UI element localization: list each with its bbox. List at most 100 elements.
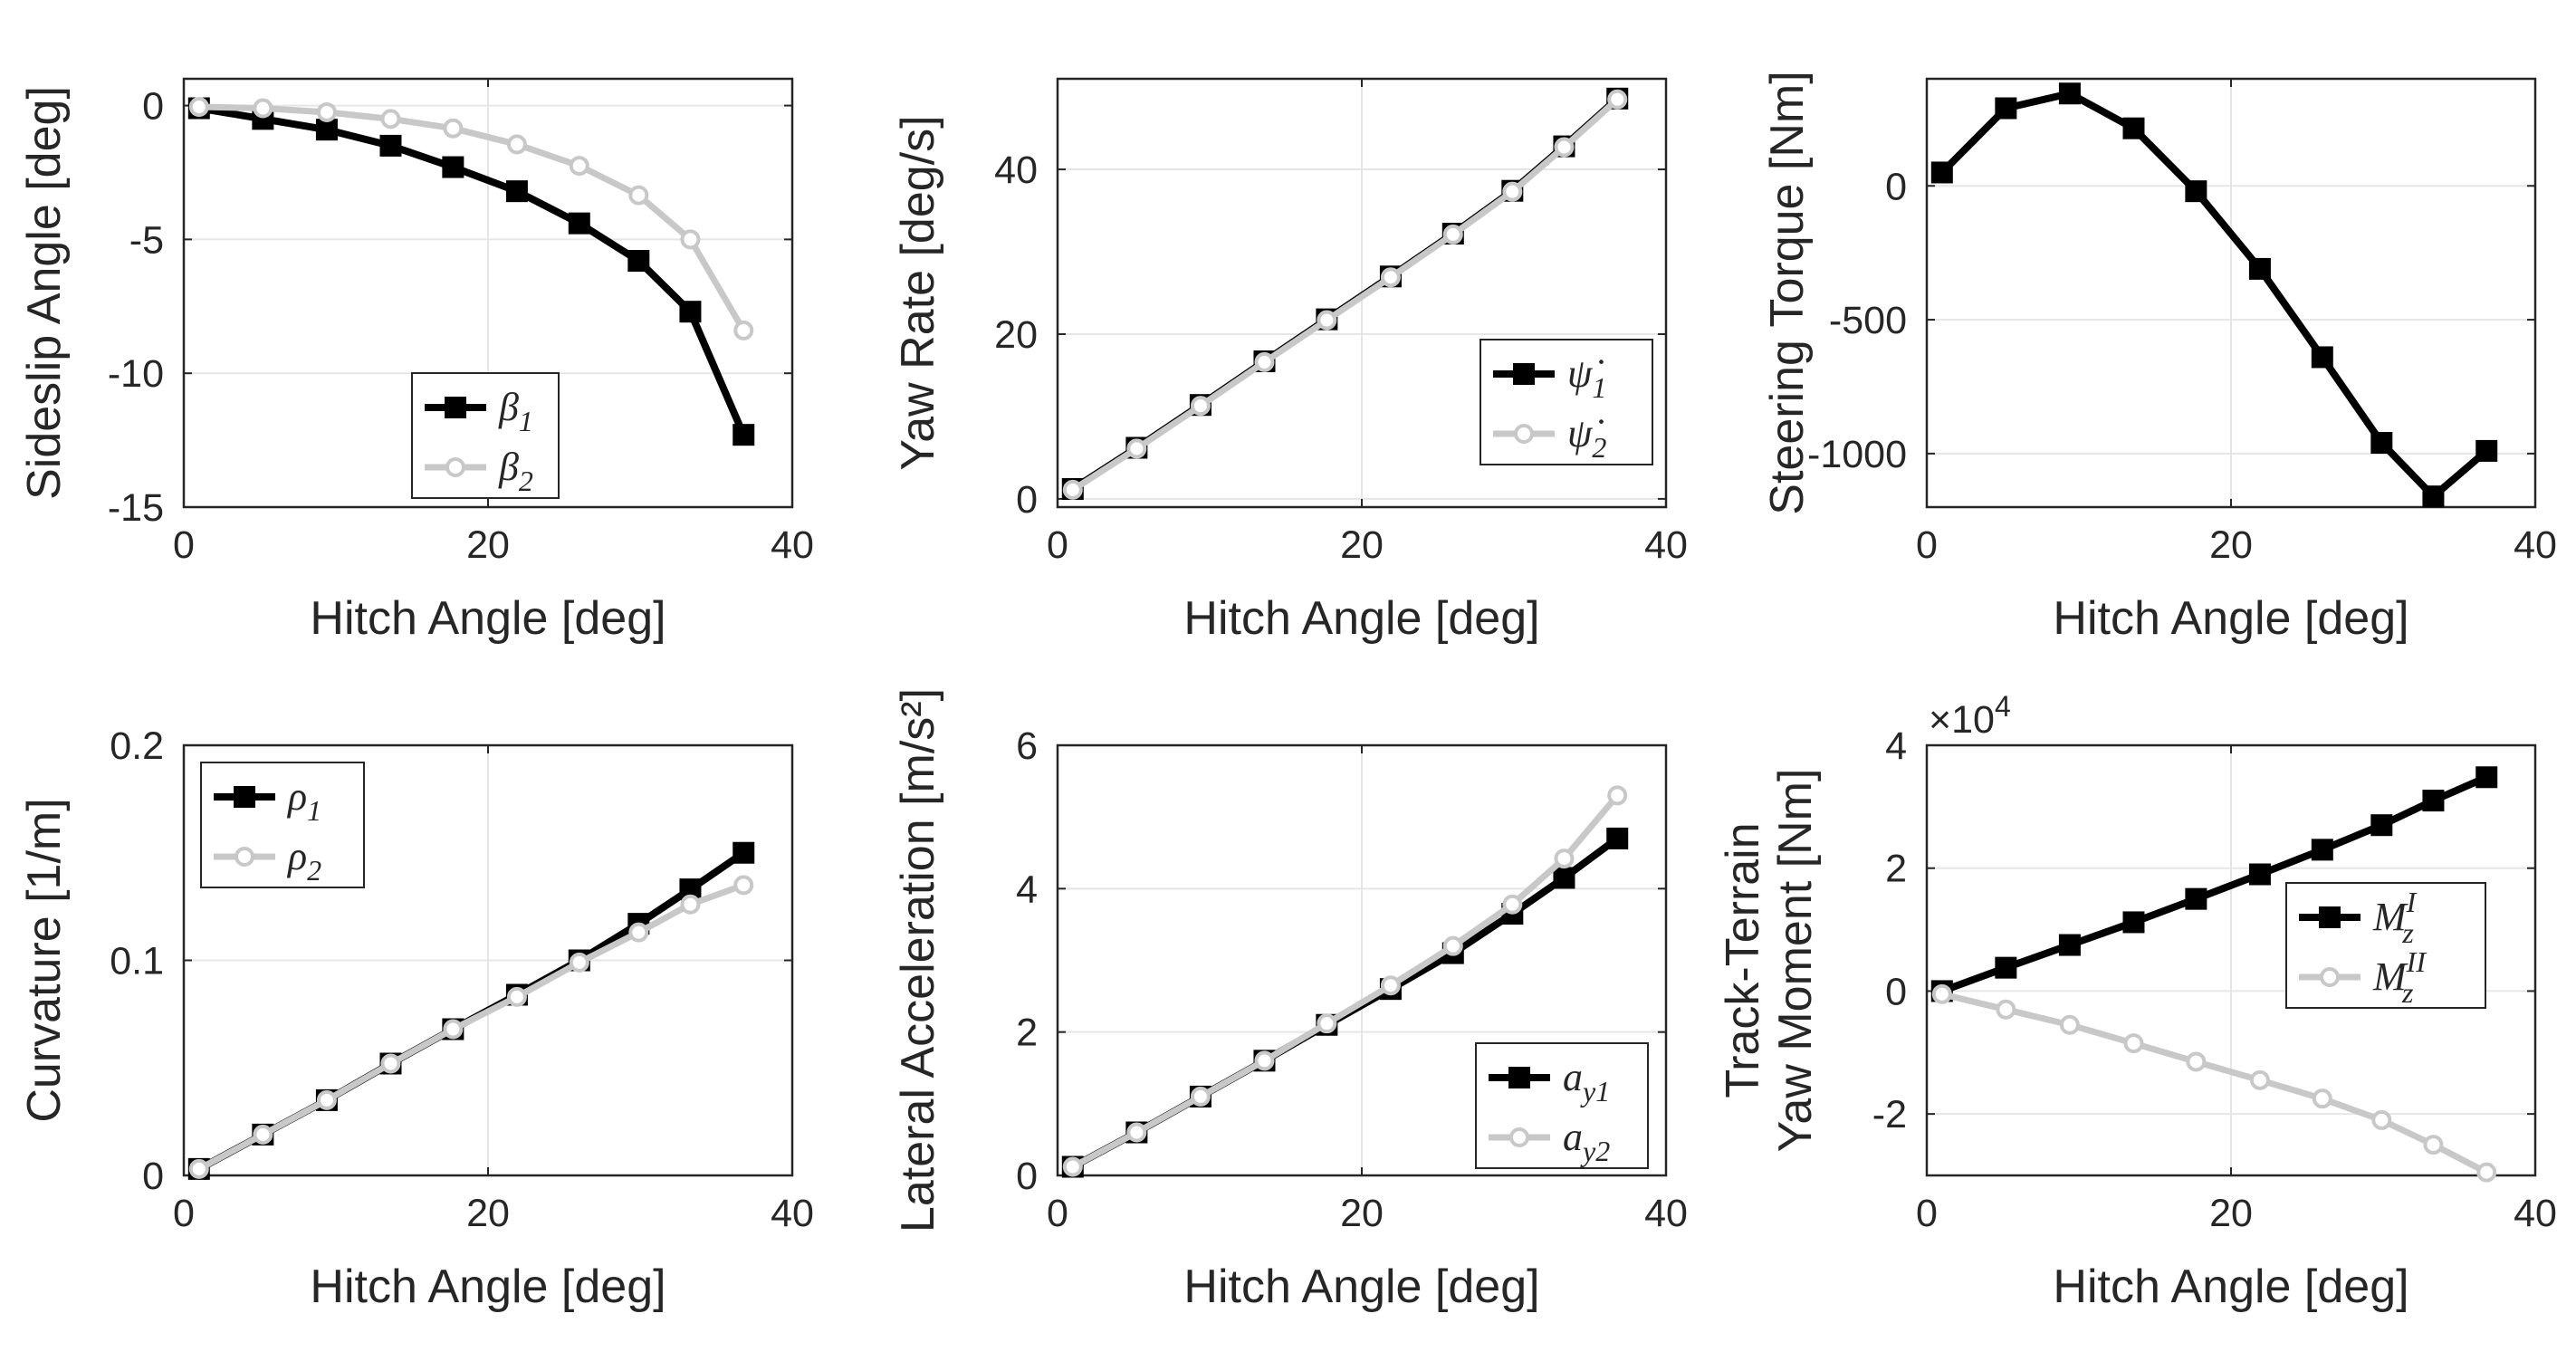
legend-marker	[2320, 967, 2340, 987]
data-point	[2311, 346, 2333, 369]
x-tick-label: 0	[1047, 1192, 1068, 1235]
series-line-2	[1071, 793, 1620, 1170]
legend-subscript: 1	[519, 405, 533, 437]
y-tick-label: 0	[142, 85, 164, 129]
data-point	[379, 134, 402, 157]
chart-panel-2: 0 20 40 0 20 40 Hitch Angle [deg] Yaw Rate [deg…	[892, 77, 1688, 645]
data-point	[1607, 785, 1628, 806]
legend-symbol: β	[498, 385, 519, 429]
data-point	[1554, 137, 1575, 158]
legend-subscript: 1	[1592, 371, 1606, 404]
data-point	[2249, 1069, 2270, 1090]
x-tick-label: 40	[2514, 523, 2557, 567]
y-tick-label: -2	[1872, 1093, 1907, 1136]
y-tick-label: 0	[1885, 970, 1907, 1013]
x-axis-label: Hitch Angle [deg]	[2053, 592, 2408, 645]
y-tick-label: 0	[1016, 1155, 1038, 1198]
y-tick-label: 4	[1016, 868, 1038, 911]
y-tick-label: 6	[1016, 724, 1038, 768]
data-point	[1995, 97, 2017, 120]
data-point	[316, 1089, 337, 1110]
data-point	[253, 1124, 273, 1145]
data-point	[569, 952, 589, 973]
x-tick-label: 20	[466, 1192, 510, 1235]
x-tick-label: 0	[173, 523, 195, 567]
data-point	[2058, 934, 2081, 956]
x-tick-label: 0	[1916, 1192, 1938, 1235]
data-point	[1554, 849, 1575, 869]
y-tick-label: 4	[1885, 724, 1907, 768]
legend-marker	[445, 457, 465, 477]
data-point	[505, 180, 528, 203]
x-tick-label: 20	[2209, 1192, 2253, 1235]
legend-marker	[234, 786, 255, 808]
legend-marker	[235, 847, 254, 867]
data-point	[733, 841, 755, 864]
y-tick-label: 0	[142, 1155, 164, 1198]
legend-label: β1	[498, 385, 533, 437]
legend-label: ψ̇1	[1567, 351, 1606, 404]
y-tick-label: 2	[1885, 848, 1907, 891]
series-line-2	[1070, 97, 1620, 493]
x-tick-label: 40	[2514, 1192, 2557, 1235]
y-tick-label: -15	[108, 486, 164, 530]
y-axis-label: Curvature [1/m]	[18, 798, 71, 1122]
y-axis-label: Sideslip Angle [deg]	[18, 86, 71, 500]
data-point	[1190, 396, 1211, 417]
legend-subscript: 1	[307, 794, 321, 827]
data-point	[1062, 1156, 1083, 1177]
y-tick-label: 0.1	[110, 940, 164, 983]
data-point	[1317, 1013, 1337, 1034]
data-point	[2123, 1033, 2144, 1054]
data-point	[2248, 863, 2271, 886]
data-point	[1317, 310, 1337, 331]
data-point	[2475, 439, 2498, 462]
data-point	[733, 320, 754, 340]
chart-panel-3: 0 20 40 0 -500 -1000 Hitch Angle [deg] Steering…	[1761, 71, 2557, 645]
y-tick-label: -10	[108, 352, 164, 396]
data-point	[506, 986, 527, 1007]
legend-subscript: y2	[1580, 1135, 1610, 1167]
legend-subscript: z	[2401, 916, 2414, 949]
x-axis-label: Hitch Angle [deg]	[310, 1261, 666, 1313]
legend-superscript: II	[2406, 945, 2428, 978]
legend-marker	[445, 397, 466, 418]
data-point	[2371, 1109, 2392, 1130]
data-point	[2122, 117, 2145, 139]
data-point	[1996, 999, 2016, 1020]
legend-label: MI z	[2372, 886, 2418, 949]
data-point	[315, 119, 338, 141]
data-point	[679, 301, 702, 323]
legend-marker	[1509, 1127, 1529, 1147]
y-axis-label: Yaw Moment [Nm]	[1769, 769, 1822, 1153]
data-point	[2248, 257, 2271, 280]
chart-panel-4: 0 20 40 0 0.1 0.2 Hitch Angle [deg] Curvature […	[18, 724, 814, 1313]
legend-marker	[1514, 424, 1534, 444]
data-point	[1126, 1122, 1147, 1143]
data-point	[680, 894, 701, 915]
data-point	[2422, 485, 2445, 508]
data-point	[1995, 956, 2017, 979]
legend-subscript: 2	[307, 854, 321, 887]
data-point	[2312, 1088, 2332, 1109]
legend-symbol: a	[1563, 1055, 1583, 1099]
data-point	[188, 97, 209, 118]
data-point	[2422, 790, 2445, 812]
legend: ψ̇1 ψ̇2	[1480, 339, 1653, 465]
data-point	[188, 1158, 209, 1179]
data-point	[2122, 911, 2145, 934]
x-tick-label: 40	[771, 1192, 814, 1235]
y-axis-label: Track-Terrain	[1717, 822, 1769, 1098]
legend-box	[2285, 882, 2486, 1009]
data-point	[380, 1053, 401, 1074]
y-tick-label: 0	[1885, 165, 1907, 208]
legend-label: β2	[498, 445, 533, 497]
y-tick-label: -1000	[1807, 433, 1907, 476]
y-tick-label: 2	[1016, 1012, 1038, 1055]
y-tick-label: 20	[994, 313, 1038, 357]
x-tick-label: 20	[1340, 1192, 1384, 1235]
